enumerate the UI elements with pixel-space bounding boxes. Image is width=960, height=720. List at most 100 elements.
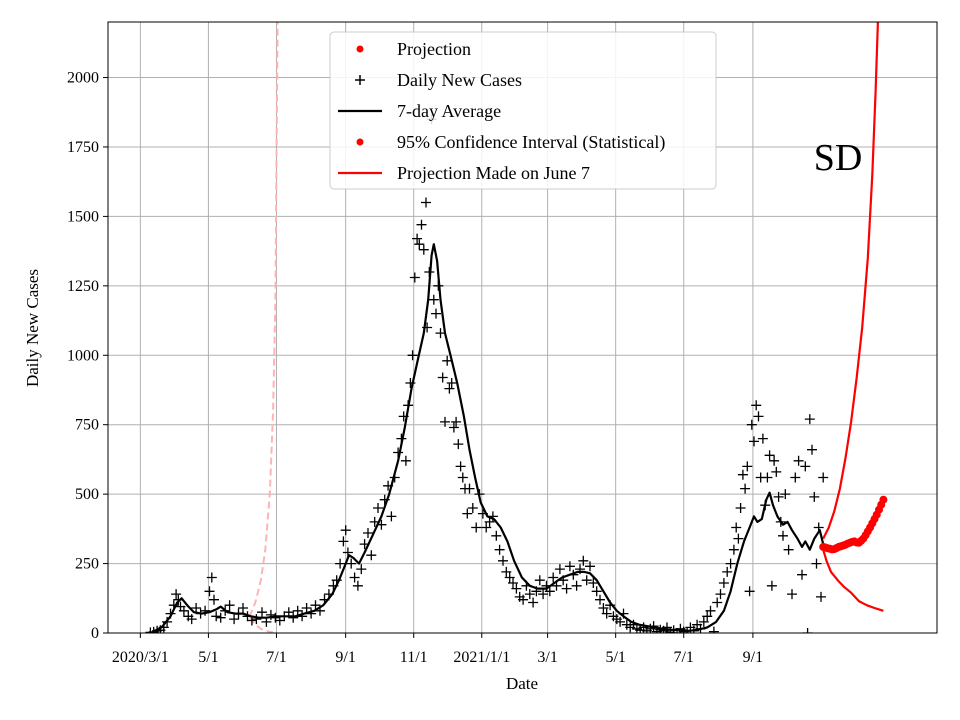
daily-case-point [780,489,791,500]
legend-entry: 7-day Average [338,101,501,121]
daily-case-point [601,608,612,619]
daily-case-point [778,530,788,541]
daily-case-point [538,589,549,600]
daily-case-point [418,244,429,255]
daily-case-point [615,616,626,627]
y-tick-label: 2000 [67,70,99,87]
daily-case-point [737,469,748,480]
daily-case-point [698,616,709,627]
daily-case-point [524,589,535,600]
x-tick-label: 9/1 [743,649,763,666]
daily-case-point [809,491,820,502]
daily-case-point [349,572,360,583]
daily-case-point [544,586,555,597]
series-projection-made-on-june-7 [248,22,279,617]
series-line [248,617,277,633]
daily-case-point [442,355,453,366]
daily-case-point [292,605,303,616]
legend-plus-icon [355,75,365,85]
daily-case-point [712,597,723,608]
daily-case-point [335,558,346,569]
daily-case-point [793,455,804,466]
x-tick-label: 11/1 [400,649,428,666]
daily-case-point [206,572,217,583]
daily-case-point [744,586,755,597]
daily-case-point [708,626,719,633]
daily-case-point [416,219,427,230]
y-tick-label: 750 [75,417,99,434]
daily-case-point [816,591,826,602]
daily-case-point [455,461,466,472]
daily-case-point [491,530,502,541]
series-line [248,22,279,617]
daily-case-point [757,433,768,444]
legend-label: Projection Made on June 7 [397,163,590,183]
daily-case-point [718,578,729,588]
daily-case-point [598,603,609,613]
daily-case-point [251,614,262,625]
daily-case-point [484,516,495,527]
legend: Projection Daily New Cases 7-day Average 95… [329,31,717,190]
daily-case-point [715,589,726,600]
daily-case-point [769,455,780,466]
series-daily-new-cases [145,114,829,633]
daily-case-point [421,197,431,208]
daily-case-point [561,583,572,594]
daily-case-point [501,566,512,577]
x-tick-label: 3/1 [537,649,557,666]
daily-case-point [588,578,599,588]
daily-case-point [807,444,817,455]
daily-case-point [740,483,751,494]
daily-case-point [518,594,529,605]
region-label: SD [814,137,863,179]
daily-case-point [554,564,565,575]
y-axis-label: Daily New Cases [23,269,42,387]
y-tick-label: 250 [75,556,99,573]
daily-case-point [386,511,397,522]
x-tick-label: 9/1 [335,649,355,666]
daily-case-point [301,603,312,613]
daily-case-point [186,614,197,625]
axes: 0 250 500 750 1000 1250 1500 1750 2000 2020/3/1 5/… [67,70,763,666]
daily-case-point [508,578,518,588]
daily-case-point [204,586,215,597]
daily-case-point [200,605,211,616]
daily-case-point [310,600,321,611]
daily-case-point [751,400,762,411]
daily-case-point [725,558,736,569]
daily-case-point [171,589,182,600]
daily-case-point [735,503,746,513]
series-line [822,549,884,612]
daily-case-point [238,603,248,613]
daily-case-point [591,586,602,597]
daily-case-point [731,522,742,533]
series-projection [819,495,888,554]
daily-case-point [722,566,733,577]
daily-case-point [578,555,589,566]
grid [108,22,937,634]
x-tick-label: 5/1 [605,649,625,666]
x-tick-label: 2021/1/1 [453,649,510,666]
daily-case-point [753,411,764,422]
daily-case-point [340,525,351,536]
daily-case-point [494,544,505,555]
daily-case-point [215,612,226,623]
daily-case-point [446,378,457,388]
daily-case-point [571,580,582,591]
legend-entry: Projection Made on June 7 [338,163,590,183]
daily-case-point [209,594,219,605]
daily-case-point [762,472,773,483]
daily-case-point [534,575,545,586]
daily-case-point [702,611,713,622]
daily-case-point [373,503,383,513]
daily-case-point [400,455,411,466]
daily-case-point [435,328,446,339]
legend-entry: Daily New Cases [355,70,522,90]
x-tick-label: 5/1 [198,649,218,666]
series-line [152,243,825,633]
daily-case-point [764,450,775,461]
y-tick-label: 1250 [67,278,99,295]
daily-case-point [498,555,508,566]
daily-case-point [564,561,575,572]
daily-case-point [749,436,759,447]
